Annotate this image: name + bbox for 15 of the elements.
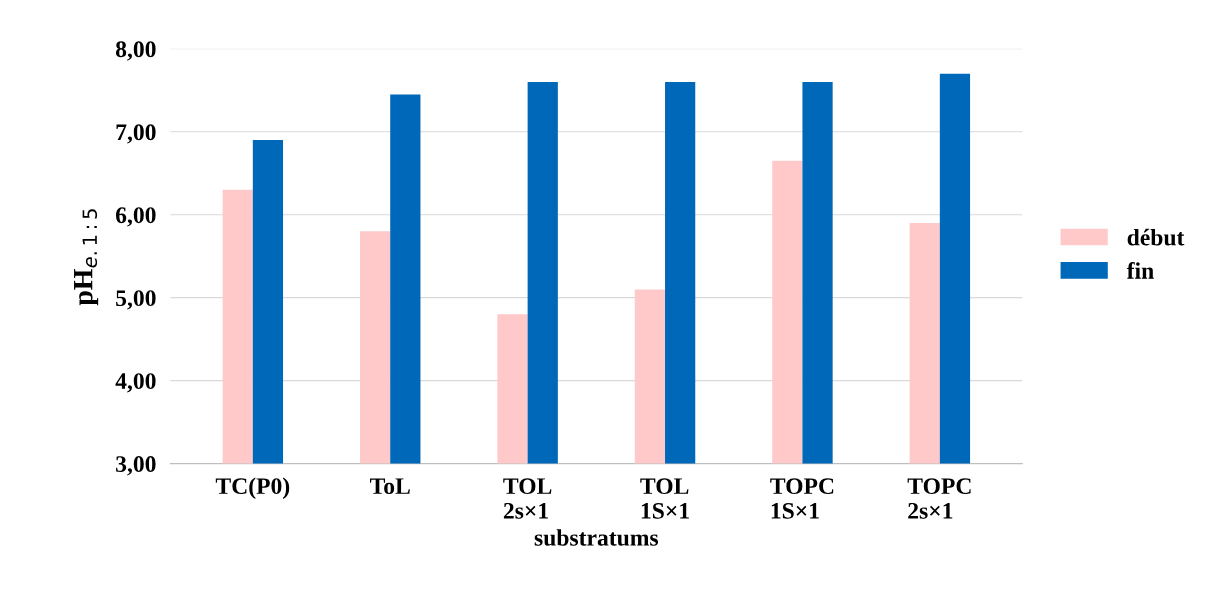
y-axis-title: pH$_{e.1:5}$	[74, 209, 99, 306]
x-tick-label: TOPC 1S×1	[770, 478, 834, 519]
x-tick-label: TOPC 2s×1	[907, 478, 971, 519]
y-tick-label: 3,00	[116, 456, 156, 476]
legend-label: fin	[1126, 262, 1154, 279]
x-tick-label: TOL 1S×1	[640, 478, 689, 519]
x-axis-title: substratums	[534, 529, 659, 546]
x-tick-label: ToL	[370, 478, 410, 495]
y-tick-label: 7,00	[116, 124, 156, 144]
y-tick-label: 5,00	[116, 290, 156, 310]
y-tick-label: 6,00	[115, 207, 156, 227]
legend-label: début	[1127, 228, 1185, 246]
y-tick-label: 8,00	[115, 41, 156, 61]
y-tick-label: 4,00	[115, 373, 156, 393]
x-tick-label: TC(P0)	[215, 477, 290, 499]
